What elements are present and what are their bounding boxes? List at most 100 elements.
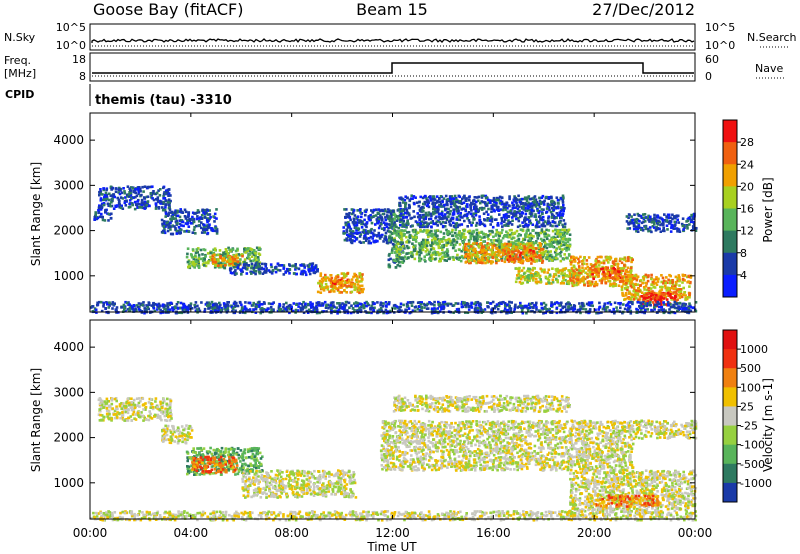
range-time-cell [332, 281, 335, 285]
range-time-cell [355, 275, 359, 278]
range-time-cell [337, 282, 340, 286]
range-time-cell [531, 200, 535, 204]
nave-tick-top: 60 [705, 53, 719, 66]
range-time-cell [367, 241, 371, 245]
range-time-cell [120, 191, 124, 195]
range-time-cell [501, 228, 504, 232]
range-time-cell [518, 215, 522, 219]
range-time-cell [403, 255, 407, 258]
freq-unit-label: [MHz] [4, 67, 36, 80]
range-time-cell [528, 258, 531, 262]
range-time-cell [562, 206, 565, 210]
range-time-cell [223, 264, 227, 267]
range-time-cell [678, 230, 682, 233]
range-time-cell [547, 234, 551, 237]
range-time-cell [212, 261, 215, 265]
range-time-cell [524, 235, 527, 238]
range-time-cell [393, 221, 396, 224]
range-time-cell [418, 259, 422, 262]
range-time-cell [666, 228, 669, 231]
range-time-cell [464, 208, 467, 211]
range-time-cell [98, 215, 102, 219]
range-time-cell [470, 231, 474, 234]
range-time-cell [530, 274, 534, 277]
range-time-cell [221, 259, 224, 262]
range-time-cell [441, 214, 445, 218]
range-time-cell [481, 236, 484, 239]
range-time-cell [399, 245, 402, 249]
range-time-cell [420, 240, 424, 244]
range-time-cell [405, 240, 408, 244]
range-time-cell [547, 250, 551, 254]
range-time-cell [446, 250, 450, 253]
range-time-cell [342, 283, 345, 287]
range-time-cell [550, 203, 553, 207]
range-time-cell [476, 199, 480, 203]
range-time-cell [197, 224, 201, 227]
freq-tick-bottom: 8 [79, 70, 86, 83]
range-time-cell [212, 215, 215, 218]
range-time-cell [458, 256, 461, 259]
range-time-cell [441, 248, 444, 251]
range-time-cell [490, 229, 494, 233]
range-time-cell [164, 206, 167, 209]
range-time-cell [448, 232, 451, 235]
range-time-cell [318, 282, 322, 285]
range-time-cell [196, 215, 199, 218]
range-time-cell [512, 211, 516, 215]
range-time-cell [460, 223, 464, 226]
range-time-cell [432, 211, 435, 214]
range-time-cell [373, 229, 376, 232]
range-time-cell [533, 199, 536, 202]
range-time-cell [111, 197, 114, 201]
range-time-cell [586, 275, 589, 279]
range-time-cell [303, 269, 306, 273]
range-time-cell [166, 214, 170, 217]
range-time-cell [560, 206, 563, 209]
range-time-cell [563, 272, 566, 275]
range-time-cell [524, 206, 527, 210]
range-time-cell [460, 255, 464, 259]
range-time-cell [388, 265, 392, 268]
range-time-cell [683, 291, 687, 294]
range-time-cell [450, 195, 454, 198]
range-time-cell [563, 253, 566, 256]
range-time-cell [501, 246, 505, 249]
range-time-cell [276, 262, 280, 266]
range-time-cell [358, 231, 362, 235]
range-time-cell [484, 244, 487, 247]
range-time-cell [411, 253, 415, 257]
range-time-cell [573, 260, 577, 263]
range-time-cell [103, 219, 107, 222]
range-time-cell [245, 268, 249, 271]
range-time-cell [243, 260, 246, 264]
range-time-cell [542, 232, 546, 236]
range-time-cell [639, 279, 643, 282]
range-time-cell [230, 262, 234, 265]
range-time-cell [303, 266, 306, 269]
range-time-cell [206, 213, 210, 216]
range-time-cell [518, 254, 522, 257]
range-time-cell [675, 214, 679, 217]
range-time-cell [99, 188, 102, 191]
range-time-cell [328, 290, 331, 294]
range-time-cell [549, 250, 552, 253]
range-time-cell [163, 196, 167, 200]
range-time-cell [254, 256, 258, 260]
range-time-cell [633, 274, 637, 277]
range-time-cell [495, 247, 499, 250]
range-time-cell [507, 219, 510, 222]
range-time-cell [173, 225, 176, 228]
range-time-cell [367, 230, 371, 234]
range-time-cell [456, 253, 459, 257]
range-time-cell [531, 204, 534, 208]
range-time-cell [457, 214, 461, 218]
range-time-cell [339, 279, 343, 282]
range-time-cell [209, 255, 212, 259]
range-time-cell [320, 277, 324, 281]
range-time-cell [667, 288, 671, 291]
range-time-cell [367, 237, 371, 240]
range-time-cell [412, 210, 415, 213]
range-time-cell [452, 238, 455, 241]
range-time-cell [559, 282, 563, 285]
